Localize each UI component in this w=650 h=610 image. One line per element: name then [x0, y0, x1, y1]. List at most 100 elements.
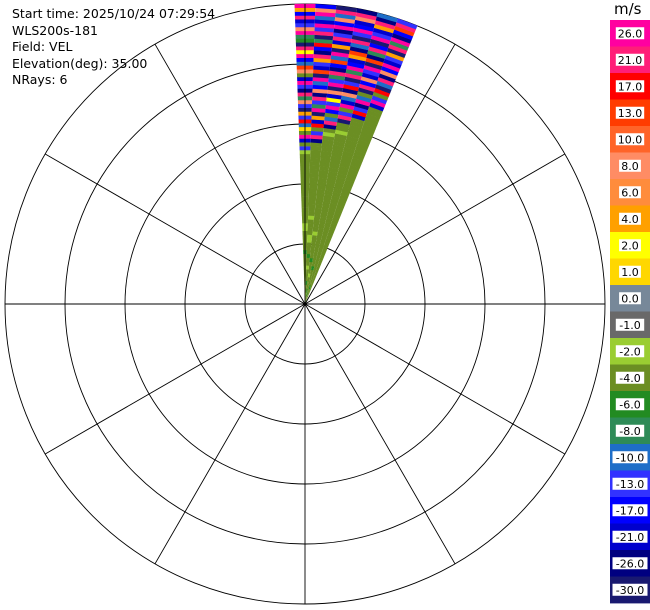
colorbar-label: 0.0 [621, 292, 639, 305]
gate-cell [320, 236, 327, 242]
gate-cell [310, 134, 323, 140]
gate-cell [311, 99, 327, 106]
gate-cell [365, 57, 384, 67]
gate-cell [339, 102, 355, 110]
gate-cell [309, 161, 320, 167]
gate-cell [329, 159, 341, 166]
gate-cell [310, 269, 314, 275]
gate-cell [313, 266, 317, 272]
gate-cell [320, 154, 332, 161]
gate-cell [308, 289, 311, 294]
gate-cell [360, 76, 378, 85]
gate-cell [313, 57, 331, 64]
gate-cell [312, 84, 328, 90]
gate-cell [311, 238, 317, 244]
gate-cell [335, 129, 348, 137]
gate-cell [328, 78, 345, 85]
gate-cell [346, 172, 357, 180]
gate-cell [310, 130, 324, 136]
colorbar-unit-label: m/s [614, 0, 642, 18]
gate-cell [309, 180, 318, 186]
gate-cell [309, 257, 314, 263]
gate-cell [307, 273, 311, 278]
gate-cell [305, 284, 308, 289]
gate-cell [317, 181, 327, 187]
gate-cell [312, 270, 316, 275]
gate-cell [317, 231, 323, 237]
gate-cell [332, 215, 340, 222]
gate-cell [365, 113, 381, 123]
gate-cell [335, 5, 358, 13]
gate-cell [331, 191, 341, 198]
gate-cell [336, 121, 350, 129]
colorbar-label: -1.0 [619, 319, 640, 332]
gate-cell [366, 53, 385, 63]
gate-cell [314, 23, 335, 29]
colorbar-label: 17.0 [618, 80, 643, 93]
gate-cell [349, 49, 368, 58]
gate-cell [309, 173, 319, 178]
gate-cell [310, 146, 322, 151]
colorbar-label-bg [619, 239, 641, 252]
gate-cell [355, 12, 377, 21]
gate-cell [334, 133, 347, 140]
gate-cell [307, 284, 310, 290]
gate-cell [350, 42, 370, 51]
gate-cell [332, 188, 342, 195]
field-label: Field: VEL [12, 39, 73, 54]
gate-cell [330, 58, 348, 66]
colorbar-label-bg [615, 345, 645, 358]
colorbar-label: -6.0 [619, 398, 640, 411]
gate-cell [321, 205, 330, 211]
gate-cell [307, 222, 314, 228]
ray-4 [305, 12, 398, 304]
gate-cell [305, 276, 308, 282]
gate-cell [310, 250, 315, 255]
gate-cell [306, 269, 309, 274]
colorbar-label-bg [612, 504, 648, 517]
gate-cell [306, 284, 309, 289]
gate-cell [363, 120, 378, 130]
gate-cell [333, 32, 353, 39]
gate-cell [333, 137, 347, 144]
gate-cell [335, 125, 349, 133]
gate-cell [314, 15, 336, 21]
colorbar-label: 6.0 [621, 186, 639, 199]
gate-cell [317, 185, 326, 191]
spoke-330 [154, 43, 306, 305]
gate-cell [313, 274, 317, 280]
colorbar-label: -4.0 [619, 372, 640, 385]
gate-cell [373, 23, 395, 34]
gate-cell [338, 197, 347, 205]
ray-2 [305, 5, 358, 304]
gate-cell [344, 179, 355, 187]
gate-cell [316, 235, 322, 241]
colorbar-label: 10.0 [618, 133, 643, 146]
spoke-60 [304, 153, 566, 305]
gate-cell [347, 168, 359, 176]
gate-cell [344, 76, 361, 84]
gate-cell [310, 149, 322, 155]
gate-cell [307, 226, 314, 232]
gate-cell [338, 165, 350, 173]
gate-cell [372, 91, 389, 101]
gate-cell [343, 80, 360, 88]
gate-cell [308, 207, 316, 213]
colorbar-label-bg [615, 424, 645, 437]
gate-cell [375, 16, 397, 26]
gate-cell [350, 161, 362, 169]
gate-cell [359, 131, 373, 140]
colorbar-label-bg [615, 398, 645, 411]
colorbar-label-bg [612, 583, 648, 596]
gate-cell [340, 190, 350, 198]
gate-cell [391, 33, 412, 44]
gate-cell [340, 99, 356, 107]
gate-cell [307, 280, 310, 286]
gate-cell [329, 66, 347, 73]
gate-cell [371, 95, 388, 105]
gate-cell [308, 285, 312, 290]
colorbar: 26.0 21.0 17.0 13.0 10.0 8.0 6.0 4.0 2.0 1.0 0.0 -1… [610, 20, 650, 604]
gate-cell [310, 138, 323, 144]
gate-cell [366, 109, 382, 119]
